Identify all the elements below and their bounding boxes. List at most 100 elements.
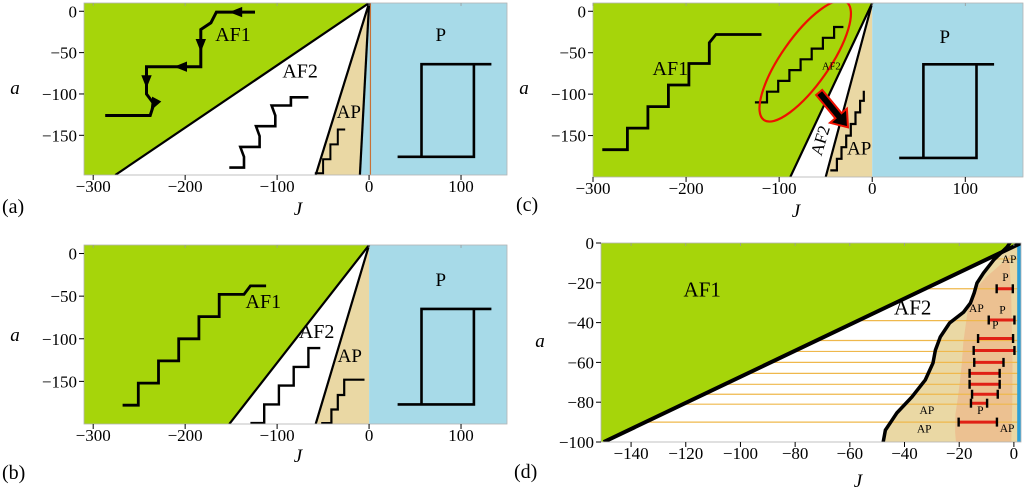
y-tick-label: −150: [42, 372, 77, 391]
af1-region: [593, 3, 873, 177]
p-loop-top: [922, 63, 995, 158]
x-tick-label: 100: [448, 426, 474, 445]
x-tick-label: −20: [946, 444, 973, 463]
x-tick-label: −120: [668, 444, 703, 463]
p-loop-top: [420, 307, 492, 405]
y-tick-label: −50: [50, 44, 77, 63]
region-label-af2: AF2: [299, 321, 335, 343]
y-tick-label: −100: [42, 330, 77, 349]
af1-hysteresis-curve: [105, 10, 255, 117]
panel-tag-c: (c): [516, 194, 538, 216]
y-tick-label: −100: [559, 433, 594, 452]
x-tick-label: 0: [1010, 444, 1019, 463]
p-region: [359, 3, 507, 175]
region-label-af1: AF1: [653, 58, 689, 80]
af1-region: [84, 3, 370, 175]
y-axis-label: a: [10, 325, 20, 346]
af1-af2-boundary: [789, 3, 874, 177]
x-tick-label: −40: [891, 444, 918, 463]
x-axis-label: J: [792, 201, 802, 222]
direction-arrowhead: [229, 6, 243, 18]
af1-af2-boundary: [602, 243, 1021, 442]
panel-tag-a: (a): [2, 196, 24, 218]
af1-region: [84, 245, 370, 424]
x-tick-label: −140: [614, 444, 649, 463]
x-tick-label: −200: [168, 426, 203, 445]
af2-ap-boundary: [824, 3, 874, 177]
panel-a: −300 −200 −100 0 100 0 −50 −100 −150 AF1 AF2 AP P (a)…: [2, 2, 508, 220]
x-tick-label: −80: [782, 444, 809, 463]
y-tick-label: −100: [42, 85, 77, 104]
y-axis-label: a: [535, 331, 545, 352]
y-tick-label: 0: [69, 2, 78, 21]
y-tick-label: −100: [551, 85, 586, 104]
x-tick-label: 0: [365, 177, 374, 196]
ap-small-label: AP: [917, 424, 932, 436]
y-tick-label: −150: [42, 126, 77, 145]
direction-arrowhead: [195, 39, 207, 52]
x-tick-label: −300: [76, 177, 111, 196]
region-label-af2: AF2: [282, 60, 318, 82]
p-small-label: P: [999, 305, 1005, 317]
p-region: [872, 3, 1023, 177]
af2-hysteresis-curve: [250, 346, 321, 424]
af1-af2-boundary: [114, 3, 370, 175]
y-tick-label: −150: [551, 127, 586, 146]
region-label-p: P: [436, 270, 447, 291]
y-tick-label: 0: [586, 234, 595, 253]
p-region: [369, 245, 507, 424]
x-tick-label: −100: [260, 177, 295, 196]
p-small-label: P: [977, 405, 983, 417]
zoom-annotation-arrow: [814, 88, 850, 129]
y-axis-label: a: [519, 78, 529, 99]
x-tick-label: 100: [448, 177, 474, 196]
ap-p-boundary: [358, 3, 371, 175]
af2-ap-boundary: [881, 243, 1012, 442]
p-small-label: P: [992, 320, 998, 332]
panel-tag-d: (d): [514, 461, 537, 483]
direction-arrowhead: [174, 61, 187, 72]
af1-af2-boundary: [228, 245, 370, 424]
af2-small-label: AF2: [822, 61, 841, 72]
x-tick-label: −200: [168, 177, 203, 196]
y-tick-label: −60: [567, 353, 594, 372]
panel-tag-b: (b): [2, 462, 25, 484]
ap-hysteresis-curve: [321, 378, 365, 424]
region-label-p: P: [436, 25, 447, 46]
plot-frame: [592, 2, 1024, 178]
x-tick-label: 0: [365, 426, 374, 445]
direction-arrowhead: [150, 96, 162, 111]
ap-fine-staircase: [830, 90, 865, 172]
region-label-ap: AP: [337, 102, 361, 123]
x-tick-label: −300: [575, 179, 610, 198]
p-loop-bottom: [899, 64, 978, 160]
ap-small-label: AP: [920, 405, 935, 417]
plot-frame: [83, 2, 508, 176]
plot-frame: [600, 242, 1022, 443]
y-tick-label: 0: [69, 245, 78, 264]
p-strip: [1017, 243, 1021, 442]
y-tick-label: −80: [567, 393, 594, 412]
direction-arrowhead: [141, 75, 152, 89]
plot-frame: [83, 244, 508, 425]
af1-hysteresis-curve: [602, 33, 762, 152]
x-tick-label: −300: [76, 426, 111, 445]
y-tick-label: −20: [567, 274, 594, 293]
region-label-ap: AP: [338, 346, 362, 367]
ap-hysteresis-curve: [314, 128, 346, 175]
x-axis-label: J: [854, 471, 864, 492]
af1-hysteresis-curve: [122, 284, 267, 407]
region-label-af1: AF1: [215, 24, 251, 46]
x-tick-label: −100: [723, 444, 758, 463]
x-tick-label: −100: [260, 426, 295, 445]
region-label-af1: AF1: [246, 291, 282, 313]
region-label-af2: AF2: [894, 296, 931, 320]
af2-hysteresis-curve: [229, 96, 309, 169]
p-loop-bottom: [397, 64, 476, 159]
panel-d: −140 −120 −100 −80 −60 −40 −20 0 0 −20 −40 −60 −80 −1…: [514, 234, 1022, 492]
region-label-p: P: [940, 27, 951, 48]
